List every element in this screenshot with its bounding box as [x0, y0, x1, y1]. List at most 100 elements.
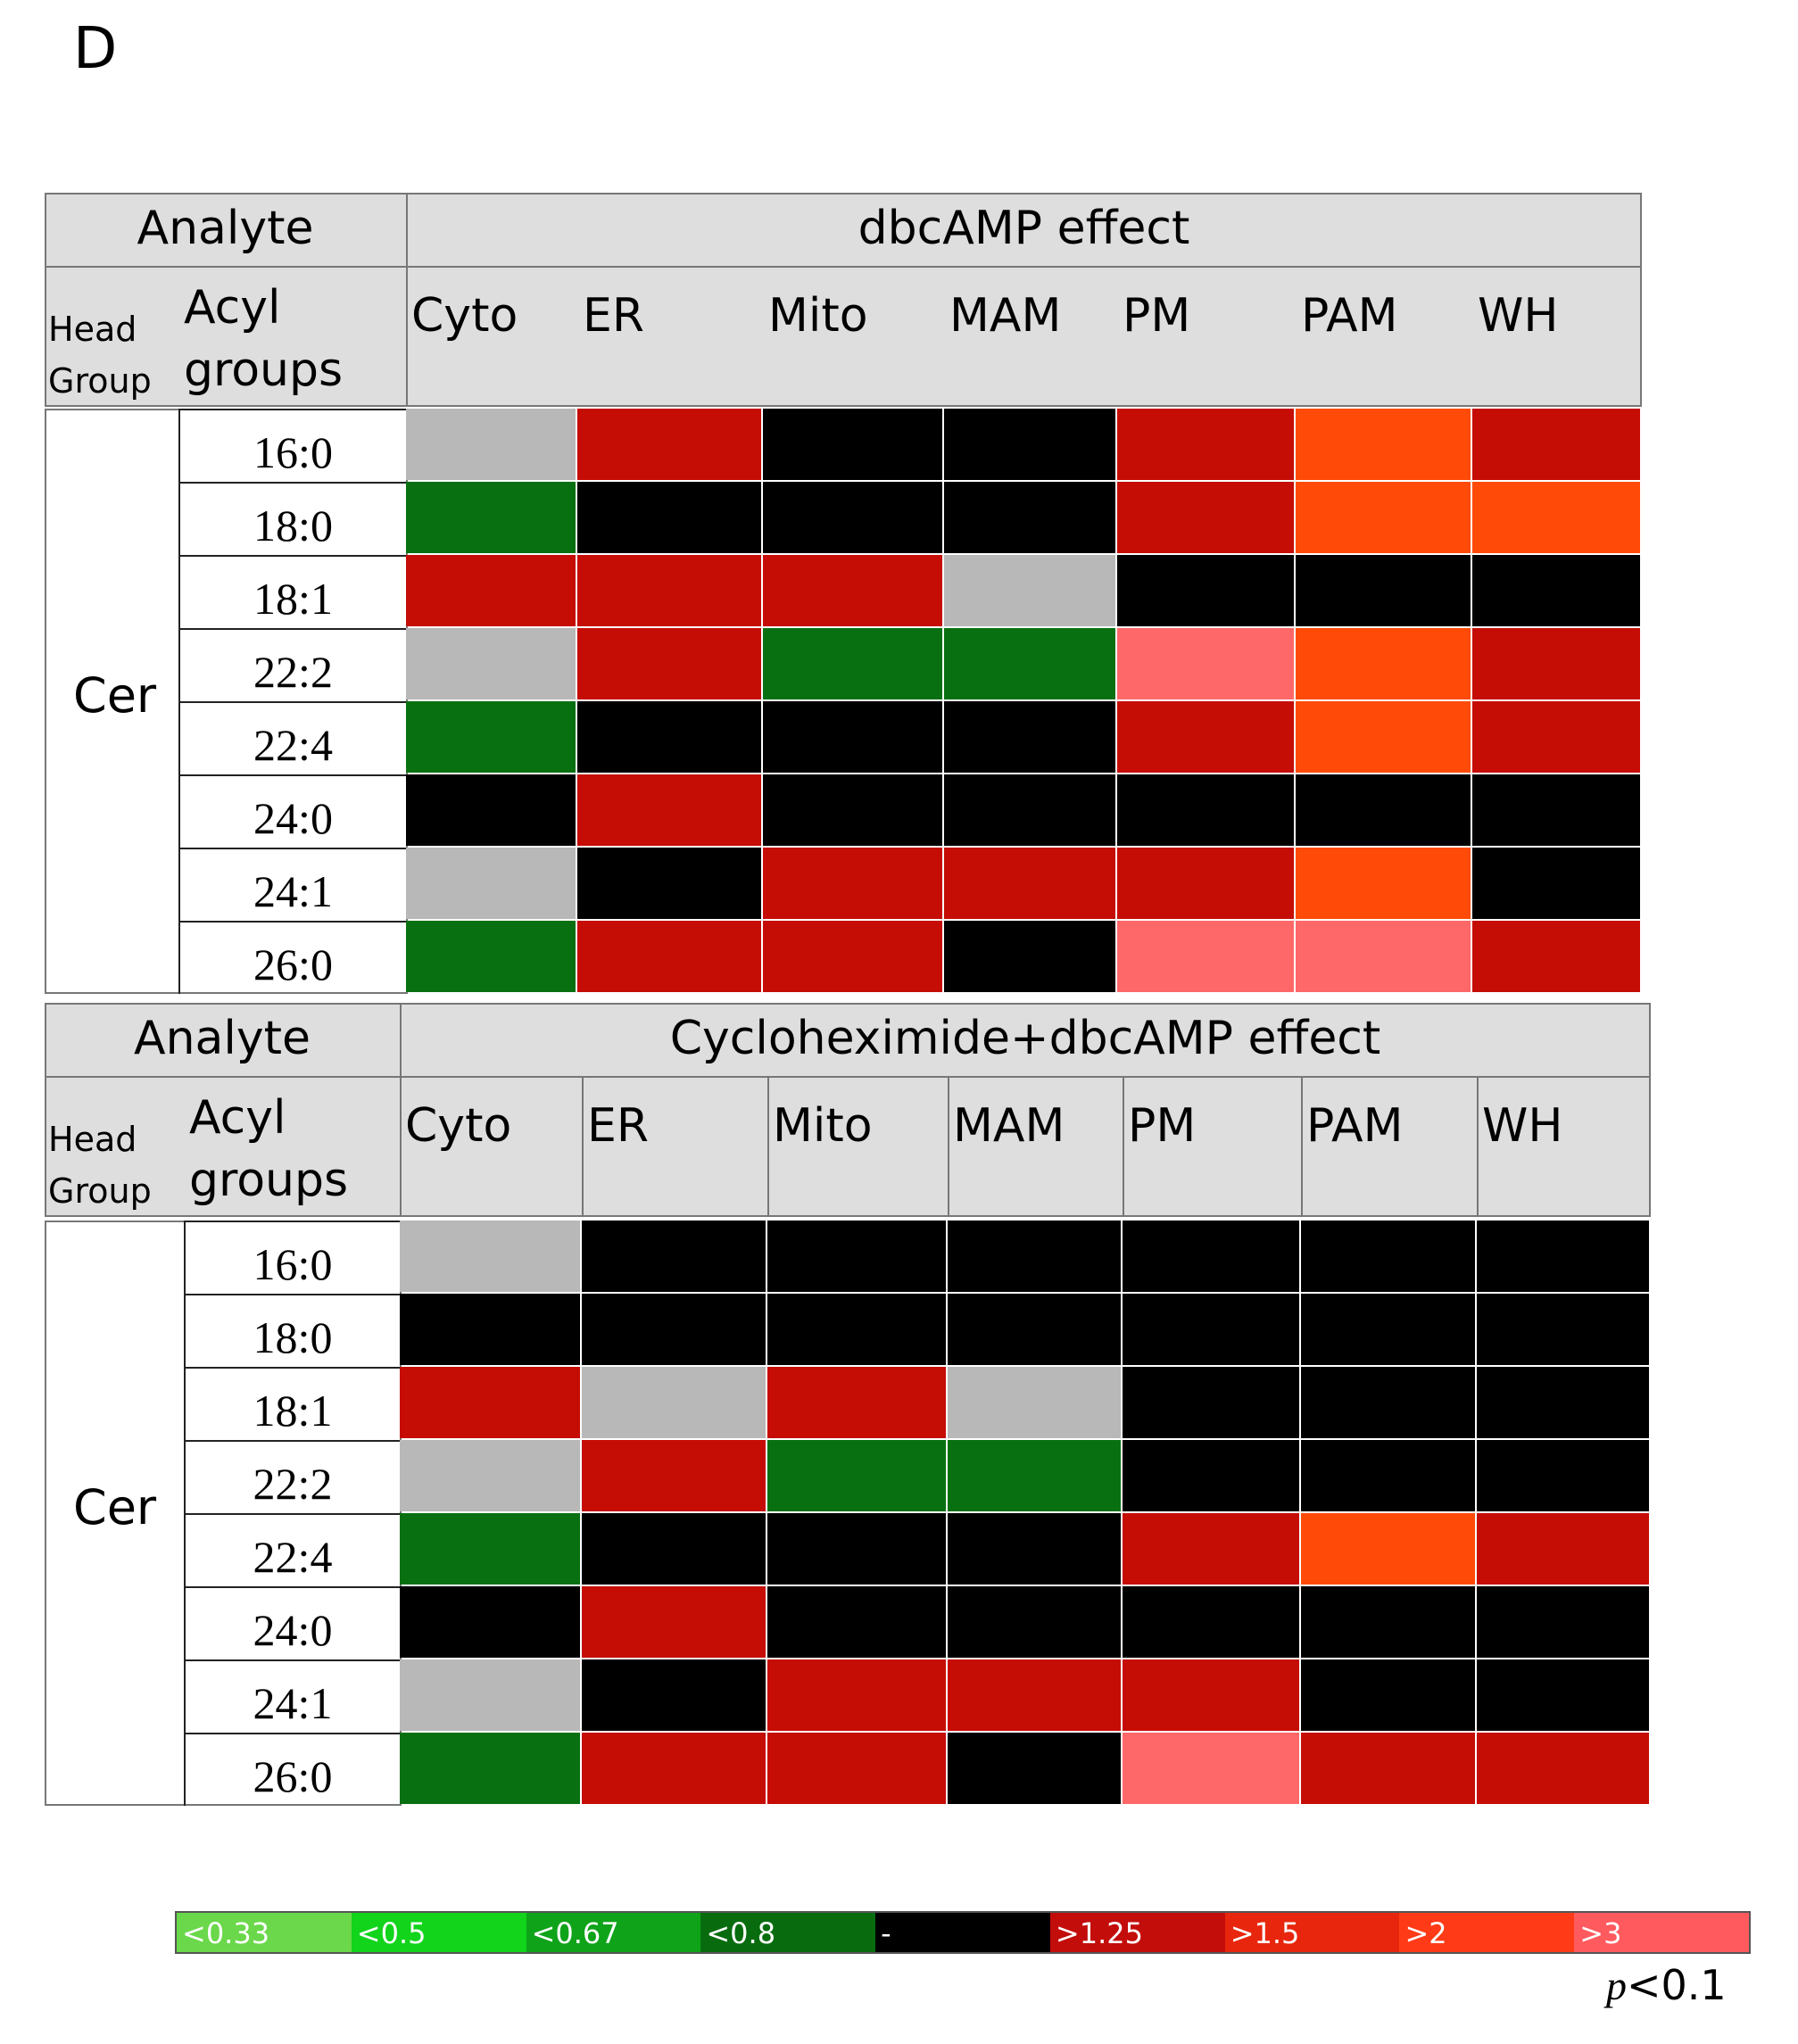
heatmap-cell — [767, 1586, 946, 1658]
acyl-groups-header-line: Acyl — [184, 281, 281, 335]
row-label: 26:0 — [178, 921, 406, 994]
heatmap-cell — [1477, 1294, 1649, 1365]
row-label: 18:1 — [178, 555, 406, 628]
heatmap-cell — [1301, 1367, 1475, 1438]
heatmap-cell — [400, 1221, 580, 1292]
column-header-er: ER — [587, 1099, 649, 1153]
heatmap-cell — [948, 1221, 1121, 1292]
heatmap-cell — [1301, 1733, 1475, 1804]
heatmap-cell — [577, 848, 761, 919]
acyl-groups-header: Acyl groups — [184, 277, 343, 401]
legend-swatch: <0.33 — [177, 1913, 352, 1952]
header-divider — [406, 193, 408, 407]
heatmap-cell — [406, 921, 576, 992]
row-label: 18:0 — [178, 482, 406, 555]
heatmap-cell — [1472, 774, 1640, 846]
row-label: 24:1 — [178, 848, 406, 921]
column-header-pam: PAM — [1301, 289, 1398, 343]
acyl-groups-header-line: groups — [189, 1154, 349, 1207]
head-group-label: Cer — [73, 667, 157, 724]
legend-label: <0.8 — [706, 1916, 776, 1950]
column-header-pm: PM — [1128, 1099, 1197, 1153]
row-label: 22:2 — [178, 628, 406, 701]
heatmap-cell — [577, 701, 761, 773]
heatmap-cell — [1301, 1440, 1475, 1511]
legend-swatch: >1.5 — [1224, 1913, 1400, 1952]
heatmap-cell — [1117, 774, 1294, 846]
heatmap-cell — [948, 1733, 1121, 1804]
effect-title: Cycloheximide+dbcAMP effect — [669, 1012, 1381, 1065]
column-header-mito: Mito — [768, 289, 868, 343]
heatmap-cell — [406, 482, 576, 553]
heatmap-cell — [1123, 1294, 1299, 1365]
heatmap-cell — [1123, 1367, 1299, 1438]
heatmap-cell — [1117, 701, 1294, 773]
heatmap-cell — [767, 1440, 946, 1511]
heatmap-cell — [1123, 1659, 1299, 1731]
column-header-wh: WH — [1478, 289, 1559, 343]
heatmap-cell — [582, 1733, 766, 1804]
row-label: 18:0 — [184, 1294, 400, 1367]
legend-swatch: <0.5 — [351, 1913, 526, 1952]
heatmap-cell — [1123, 1221, 1299, 1292]
column-header-wh: WH — [1482, 1099, 1563, 1153]
heatmap-cell — [1296, 628, 1471, 699]
column-divider — [1123, 1076, 1124, 1217]
heatmap-cell — [406, 848, 576, 919]
p-value-threshold: <0.1 — [1627, 1961, 1727, 2009]
acyl-groups-header-line: Acyl — [189, 1091, 286, 1145]
legend-label: >3 — [1579, 1916, 1622, 1950]
heatmap-cell — [400, 1733, 580, 1804]
heatmap-cell — [582, 1294, 766, 1365]
heatmap-cell — [1477, 1221, 1649, 1292]
heatmap-cell — [582, 1440, 766, 1511]
heatmap-cell — [944, 555, 1115, 626]
heatmap-cell — [1477, 1440, 1649, 1511]
heatmap-cell — [763, 482, 942, 553]
heatmap-cell — [763, 628, 942, 699]
heatmap-cell — [948, 1367, 1121, 1438]
column-divider — [1477, 1076, 1479, 1217]
heatmap-cell — [944, 628, 1115, 699]
header-divider — [45, 1076, 1651, 1078]
heatmap-cell — [1296, 921, 1471, 992]
heatmap-cell — [944, 409, 1115, 480]
heatmap-cell — [400, 1586, 580, 1658]
column-header-cyto: Cyto — [411, 289, 518, 343]
heatmap-cell — [1296, 848, 1471, 919]
heatmap-cell — [582, 1586, 766, 1658]
legend-label: <0.5 — [356, 1916, 427, 1950]
column-header-mam: MAM — [953, 1099, 1065, 1153]
heatmap-cell — [1301, 1221, 1475, 1292]
heatmap-cell — [1117, 921, 1294, 992]
heatmap-cell — [767, 1733, 946, 1804]
panel-label: D — [73, 16, 118, 82]
heatmap-cell — [577, 774, 761, 846]
heatmap-cell — [944, 482, 1115, 553]
heatmap-cell — [1123, 1586, 1299, 1658]
heatmap-cell — [1296, 482, 1471, 553]
heatmap-cell — [1472, 482, 1640, 553]
column-divider — [948, 1076, 949, 1217]
heatmap-cell — [577, 628, 761, 699]
heatmap-cell — [1296, 409, 1471, 480]
column-divider — [767, 1076, 769, 1217]
heatmap-cell — [763, 555, 942, 626]
heatmap-cell — [767, 1659, 946, 1731]
heatmap-cell — [582, 1221, 766, 1292]
row-label: 24:0 — [184, 1586, 400, 1659]
heatmap-cell — [948, 1586, 1121, 1658]
row-label: 22:2 — [184, 1440, 400, 1513]
header-divider — [400, 1003, 402, 1217]
heatmap-cell — [767, 1221, 946, 1292]
heatmap-cell — [1477, 1659, 1649, 1731]
legend-swatch: <0.67 — [526, 1913, 701, 1952]
legend-label: >1.5 — [1230, 1916, 1300, 1950]
heatmap-cell — [1472, 921, 1640, 992]
head-group-header: Head Group — [48, 1113, 152, 1217]
title-header-row — [45, 193, 1642, 407]
heatmap-cell — [582, 1659, 766, 1731]
head-group-header-line: Group — [48, 1171, 152, 1211]
heatmap-cell — [948, 1440, 1121, 1511]
heatmap-cell — [406, 701, 576, 773]
